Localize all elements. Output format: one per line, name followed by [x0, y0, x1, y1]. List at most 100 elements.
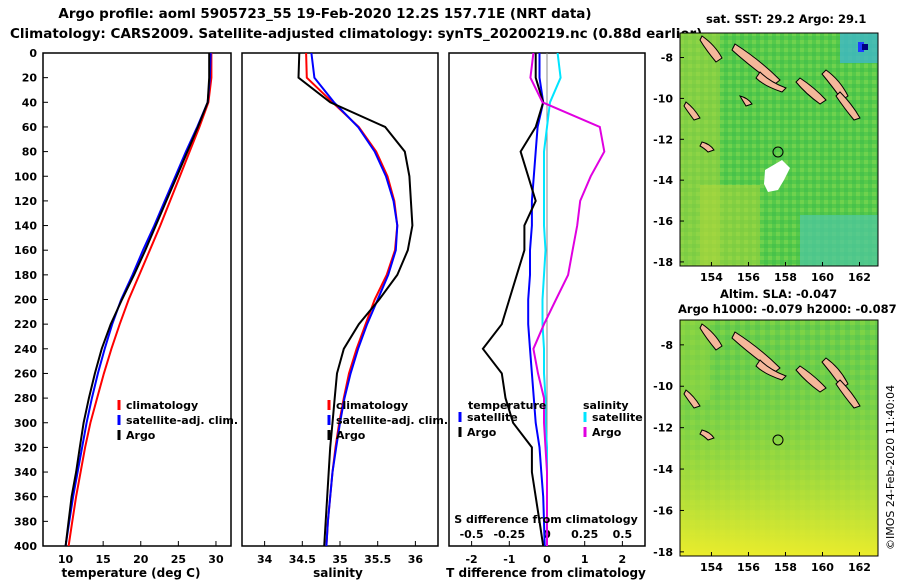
x-tick-label: 35.5 [364, 553, 391, 566]
depth-tick-label: 160 [14, 244, 37, 257]
legend-entry: Argo [336, 429, 366, 442]
series-line-salinity-argo [529, 53, 606, 546]
temperature-x-label: temperature (deg C) [62, 566, 201, 580]
lon-tick-label: 156 [737, 561, 760, 574]
lat-tick-label: -16 [653, 215, 673, 228]
difference-legend: temperaturesatelliteArgosalinitysatellit… [458, 399, 643, 439]
legend-entry: satellite [592, 411, 643, 424]
sla-map-lat-ticks: -8 -10 -12 -14 -16 -18 [653, 339, 684, 559]
x2-tick-label: 0.5 [613, 528, 633, 541]
lon-tick-label: 160 [811, 561, 834, 574]
legend-entry: satellite-adj. clim. [126, 414, 238, 427]
sla-map-lon-ticks: 154 156 158 160 162 [700, 552, 871, 574]
legend-heading: temperature [468, 399, 546, 412]
chart-title-line1: Argo profile: aoml 5905723_55 19-Feb-202… [58, 6, 592, 22]
lat-tick-label: -16 [653, 504, 673, 517]
x-tick-label: -2 [465, 553, 477, 566]
depth-tick-label: 80 [22, 146, 38, 159]
salinity-x-ticks: 34 34.5 35 35.5 36 [257, 541, 423, 566]
lat-tick-label: -12 [653, 422, 673, 435]
map-top-title: sat. SST: 29.2 Argo: 29.1 [706, 12, 867, 26]
x-tick-label: 20 [133, 553, 149, 566]
x2-tick-label: -0.25 [493, 528, 525, 541]
lon-tick-label: 162 [848, 561, 871, 574]
legend-entry: Argo [126, 429, 156, 442]
depth-tick-label: 300 [14, 417, 37, 430]
x2-tick-label: -0.5 [460, 528, 484, 541]
depth-tick-label: 260 [14, 367, 37, 380]
legend-entry: satellite-adj. clim. [336, 414, 448, 427]
sst-map-lon-ticks: 154 156 158 160 162 [700, 262, 871, 284]
legend-heading: salinity [583, 399, 629, 412]
imos-footer: ©IMOS 24-Feb-2020 11:40:04 [884, 384, 897, 550]
x-tick-label: 1 [581, 553, 589, 566]
lon-tick-label: 154 [700, 271, 723, 284]
x-tick-label: 2 [619, 553, 627, 566]
salinity-x-label: salinity [313, 566, 363, 580]
temperature-legend: climatology satellite-adj. clim. Argo [117, 399, 238, 442]
temperature-panel: 0 20 40 60 80 100 120 140 160 180 200 220 240 260 280 3… [14, 47, 453, 580]
temperature-plot-frame [42, 52, 232, 547]
x-tick-label: 10 [58, 553, 74, 566]
t-difference-x-ticks: -2 -1 0 1 2 [465, 541, 626, 566]
depth-tick-label: 100 [14, 170, 37, 183]
x-tick-label: 35 [332, 553, 347, 566]
depth-tick-label: 120 [14, 195, 37, 208]
lat-tick-label: -18 [653, 546, 673, 559]
difference-series [481, 53, 606, 546]
s-difference-x-label: S difference from climatology [454, 513, 638, 526]
series-line-temperature-argo [481, 53, 545, 546]
x-tick-label: 36 [408, 553, 424, 566]
depth-tick-label: 380 [14, 515, 37, 528]
legend-entry: Argo [592, 426, 622, 439]
series-line-temperature-satellite [527, 53, 546, 546]
depth-tick-label: 200 [14, 294, 37, 307]
x-tick-label: 30 [208, 553, 224, 566]
depth-tick-label: 40 [22, 96, 38, 109]
lat-tick-label: -18 [653, 256, 673, 269]
depth-tick-label: 320 [14, 441, 37, 454]
depth-tick-label: 280 [14, 392, 37, 405]
chart-title-line2: Climatology: CARS2009. Satellite-adjuste… [10, 26, 703, 42]
x-tick-label: 34 [257, 553, 273, 566]
salinity-legend: climatology satellite-adj. clim. Argo [327, 399, 448, 442]
map-bottom-title-line2: Argo h1000: -0.079 h2000: -0.087 [678, 302, 897, 316]
depth-tick-label: 240 [14, 343, 37, 356]
series-line-argo [64, 53, 211, 546]
series-line-climatology [67, 53, 213, 546]
lat-tick-label: -14 [653, 174, 673, 187]
lon-tick-label: 162 [848, 271, 871, 284]
series-line-satellite-adj-clim- [310, 53, 399, 546]
lat-tick-label: -8 [661, 52, 673, 65]
lon-tick-label: 156 [737, 271, 760, 284]
lon-tick-label: 158 [774, 271, 797, 284]
x-tick-label: 0 [543, 553, 551, 566]
sla-map: -8 -10 -12 -14 -16 -18 154 156 158 160 162 [653, 319, 879, 574]
lat-tick-label: -10 [653, 92, 673, 105]
x-tick-label: 34.5 [289, 553, 316, 566]
lat-tick-label: -14 [653, 463, 673, 476]
x2-tick-label: 0.25 [571, 528, 598, 541]
depth-tick-label: 180 [14, 269, 37, 282]
salinity-panel: 34 34.5 35 35.5 36 climatology satellite-adj.… [241, 52, 448, 580]
x-tick-label: -1 [503, 553, 515, 566]
depth-tick-label: 60 [22, 121, 38, 134]
depth-tick-label: 360 [14, 491, 37, 504]
depth-tick-label: 400 [14, 540, 37, 553]
legend-entry: climatology [336, 399, 408, 412]
depth-tick-label: 0 [29, 47, 37, 60]
t-difference-x-label: T difference from climatology [446, 566, 646, 580]
series-line-argo [297, 53, 414, 546]
salinity-series [297, 53, 414, 546]
map-bottom-title-line1: Altim. SLA: -0.047 [720, 287, 838, 301]
lat-tick-label: -12 [653, 133, 673, 146]
legend-entry: satellite [467, 411, 518, 424]
sst-map-lat-ticks: -8 -10 -12 -14 -16 -18 [653, 52, 684, 269]
depth-tick-label: 140 [14, 220, 37, 233]
legend-entry: climatology [126, 399, 198, 412]
sst-map: -8 -10 -12 -14 -16 -18 154 156 158 160 162 [653, 32, 879, 284]
lon-tick-label: 158 [774, 561, 797, 574]
depth-tick-label: 220 [14, 318, 37, 331]
